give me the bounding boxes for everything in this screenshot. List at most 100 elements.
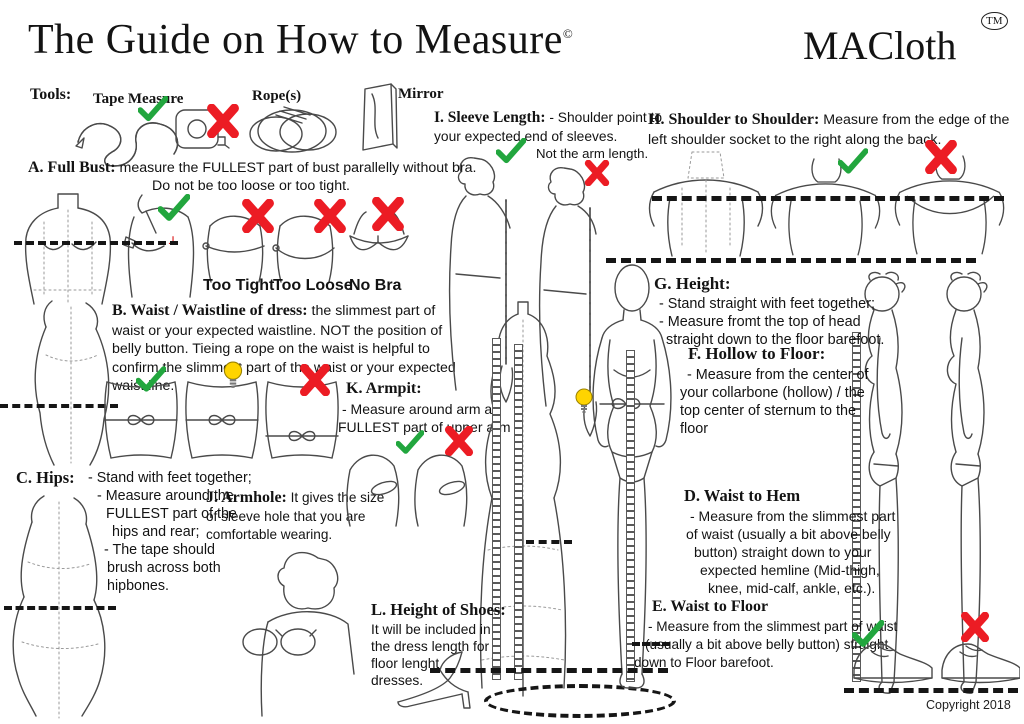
cross-icon <box>314 199 346 233</box>
cross-icon <box>925 140 957 174</box>
waist-rope-wrong-illustration <box>265 381 339 459</box>
section-c-line: - The tape should <box>104 542 216 558</box>
check-icon <box>496 138 526 164</box>
section-f-line: your collarbone (hollow) / the <box>680 385 865 401</box>
mirror-illustration <box>362 83 398 151</box>
section-e-line: (usually a bit above belly button) strai… <box>645 637 889 652</box>
check-icon <box>138 96 168 122</box>
waist-rope-correct-illustration <box>104 381 178 459</box>
section-h-text: Measure from the edge of the left should… <box>648 112 1010 148</box>
waist-pointer-line <box>632 642 670 646</box>
check-icon <box>396 430 424 454</box>
section-g-title: G. Height: <box>654 274 731 293</box>
cross-icon <box>444 426 474 456</box>
section-g-line: straight down to the floor barefoot. <box>666 332 885 348</box>
section-k-title: K. Armpit: <box>346 380 422 397</box>
cross-icon <box>960 612 990 642</box>
section-l-title: L. Height of Shoes: <box>371 600 506 619</box>
waist-rope-tip-illustration <box>185 381 259 459</box>
section-i-text: - Shoulder point to your expected end of… <box>434 110 663 145</box>
shoulder-wrong-illustration <box>894 155 1005 255</box>
section-b-title: B. Waist / Waistline of dress: <box>112 302 308 319</box>
tape-measure-illustration <box>75 122 179 167</box>
waist-pointer-line <box>526 540 572 544</box>
tools-label: Tools: <box>30 86 72 103</box>
bulb-icon <box>575 388 593 413</box>
section-k-line: - Measure around arm at <box>342 401 497 417</box>
rope-illustration <box>249 106 337 153</box>
check-icon <box>852 620 884 647</box>
section-f-line: floor <box>680 421 708 437</box>
waist-side-mannequin-illustration <box>34 300 110 466</box>
bust-measure-line <box>14 241 178 245</box>
section-a-title: A. Full Bust: <box>28 159 116 176</box>
dress-form-illustration <box>479 301 567 697</box>
section-d-line: knee, mid-calf, ankle, etc.). <box>708 580 876 596</box>
bust-check-illustration <box>123 194 195 298</box>
measuring-tape-strip <box>492 338 501 680</box>
section-l-line: floor lenght <box>371 656 440 671</box>
trademark-badge: TM <box>981 12 1008 30</box>
section-h-title: H. Shoulder to Shoulder: <box>648 111 820 128</box>
sleeve-correct-illustration <box>448 157 514 403</box>
cross-icon <box>372 197 404 231</box>
measuring-tape-strip <box>626 350 635 682</box>
brand-logo: MACloth <box>803 23 957 68</box>
section-a-text: measure the FULLEST part of bust paralle… <box>119 160 477 176</box>
base-ellipse-line <box>484 684 676 718</box>
shoes-floor-line <box>844 688 1018 693</box>
label-too-loose: Too Loose <box>273 277 353 294</box>
section-l-line: dresses. <box>371 673 424 688</box>
section-f-title: F. Hollow to Floor: <box>688 344 826 363</box>
section-e-line: down to Floor barefoot. <box>634 655 774 670</box>
section-d-title: D. Waist to Hem <box>684 486 801 505</box>
bulb-icon <box>223 361 243 388</box>
armpit-illustration <box>346 454 468 527</box>
ropes-label: Rope(s) <box>252 88 302 104</box>
section-j-block: J. Armhole: It gives the size of sleeve … <box>206 487 398 544</box>
section-a-note: Do not be too loose or too tight. <box>152 178 350 194</box>
section-c-line: - Stand with feet together; <box>88 470 252 486</box>
section-d-line: expected hemline (Mid-thigh, <box>700 562 880 578</box>
copyright-mark: © <box>562 26 574 41</box>
check-icon <box>158 194 190 221</box>
cross-icon <box>242 199 274 233</box>
section-e-title: E. Waist to Floor <box>652 598 769 615</box>
cross-icon <box>207 104 239 138</box>
section-j-title: J. Armhole: <box>206 489 287 506</box>
armhole-illustration <box>242 551 355 717</box>
section-c-line: brush across both <box>107 560 221 576</box>
section-c-line: - Measure around the <box>97 488 234 504</box>
page-title-text: The Guide on How to Measure <box>28 17 563 63</box>
section-d-line: of waist (usually a bit above belly <box>686 526 891 542</box>
bust-mannequin-illustration <box>24 193 112 305</box>
section-c-line: hips and rear; <box>112 524 200 540</box>
sleeve-wrong-illustration <box>538 167 598 437</box>
height-top-line <box>606 258 976 263</box>
section-g-line: - Stand straight with feet together; <box>659 296 875 312</box>
cross-icon <box>300 364 330 396</box>
section-l-line: It will be included in <box>371 622 491 637</box>
section-a-title-row: A. Full Bust: measure the FULLEST part o… <box>28 159 477 177</box>
hips-measure-line <box>4 606 116 610</box>
section-f-line: top center of sternum to the <box>680 403 856 419</box>
section-i-title: I. Sleeve Length: <box>434 109 546 126</box>
check-icon <box>838 148 868 174</box>
hips-mannequin-illustration <box>12 495 106 719</box>
bust-too-tight-illustration <box>202 215 265 283</box>
hands-measure-line <box>430 668 668 673</box>
check-icon <box>136 366 166 392</box>
label-too-tight: Too Tight <box>203 277 275 294</box>
side-figure-illustration <box>946 271 988 694</box>
measuring-tape-strip <box>852 332 861 682</box>
section-c-line: hipbones. <box>107 578 170 594</box>
high-heel-illustration <box>397 651 471 709</box>
section-i-block: I. Sleeve Length: - Shoulder point to yo… <box>434 108 678 146</box>
section-e-line: - Measure from the slimmest part of wais… <box>648 619 898 634</box>
shoulder-measure-line <box>652 196 1004 201</box>
section-i-note: Not the arm length. <box>536 146 649 161</box>
section-c-line: FULLEST part of the <box>106 506 237 522</box>
cross-icon <box>584 160 610 186</box>
section-f-line: - Measure from the center of <box>687 367 869 383</box>
